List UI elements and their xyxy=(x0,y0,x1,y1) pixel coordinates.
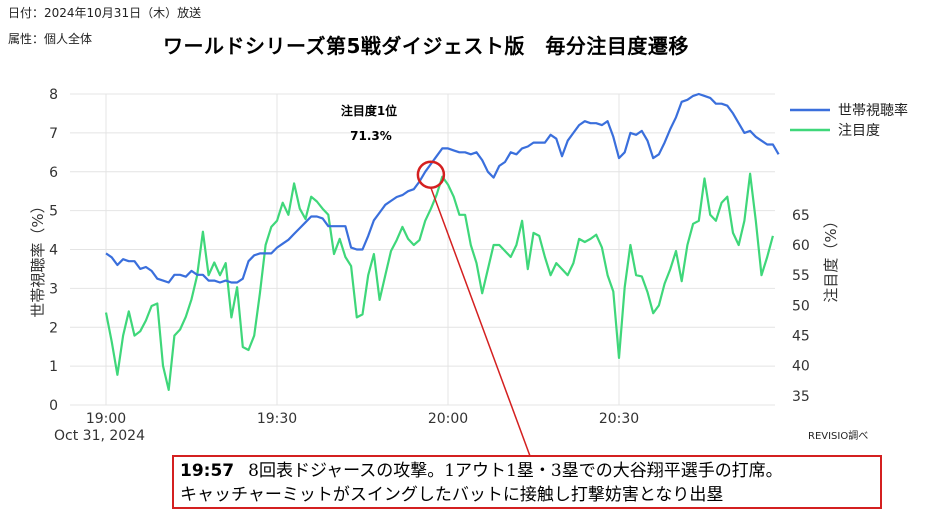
chart-grid xyxy=(70,93,775,406)
peak-description-text-1: 8回表ドジャースの攻撃。1アウト1塁・3塁での大谷翔平選手の打席。 xyxy=(248,461,783,481)
left-tick-7: 7 xyxy=(49,126,58,142)
broadcast-date: 日付：2024年10月31日（木）放送 xyxy=(8,6,202,20)
x-axis-date-label: Oct 31, 2024 xyxy=(54,428,145,444)
peak-rank-label: 注目度1位 xyxy=(341,103,397,118)
left-tick-5: 5 xyxy=(49,204,58,220)
right-tick-55: 55 xyxy=(792,268,810,284)
left-tick-3: 3 xyxy=(49,281,58,297)
data-source-note: REVISIO調べ xyxy=(808,431,869,442)
left-axis-ticks: 0 1 2 3 4 5 6 7 8 xyxy=(49,87,58,414)
right-tick-45: 45 xyxy=(792,329,810,345)
left-axis-title: 世帯視聴率（%） xyxy=(29,198,47,317)
left-tick-8: 8 xyxy=(49,87,58,103)
right-axis-title: 注目度（%） xyxy=(822,213,840,302)
right-tick-65: 65 xyxy=(792,208,810,224)
x-tick-2000: 20:00 xyxy=(428,411,468,427)
right-tick-35: 35 xyxy=(792,389,810,405)
chart-title: ワールドシリーズ第5戦ダイジェスト版 毎分注目度遷移 xyxy=(163,34,689,58)
x-tick-1930: 19:30 xyxy=(257,411,297,427)
peak-description-line-1: 19:57 8回表ドジャースの攻撃。1アウト1塁・3塁での大谷翔平選手の打席。 xyxy=(180,459,874,483)
right-axis-ticks: 35 40 45 50 55 60 65 xyxy=(792,208,810,405)
left-tick-4: 4 xyxy=(49,243,58,259)
series-line-attention xyxy=(104,172,774,391)
x-axis-ticks: 19:00 19:30 20:00 20:30 xyxy=(86,411,639,427)
chart-series xyxy=(104,92,780,391)
left-tick-1: 1 xyxy=(49,359,58,375)
peak-time: 19:57 xyxy=(180,461,235,481)
peak-connector-line xyxy=(430,187,531,457)
right-tick-50: 50 xyxy=(792,298,810,314)
right-tick-40: 40 xyxy=(792,359,810,375)
legend-label-0: 世帯視聴率 xyxy=(838,102,908,119)
legend-label-1: 注目度 xyxy=(838,123,880,139)
left-tick-0: 0 xyxy=(49,398,58,414)
peak-description-box: 19:57 8回表ドジャースの攻撃。1アウト1塁・3塁での大谷翔平選手の打席。 キ… xyxy=(172,455,882,509)
peak-annotation: 注目度1位 71.3% xyxy=(341,103,531,457)
left-tick-2: 2 xyxy=(49,320,58,336)
left-tick-6: 6 xyxy=(49,165,58,181)
peak-value-label: 71.3% xyxy=(350,129,392,143)
peak-description-line-2: キャッチャーミットがスイングしたバットに接触し打撃妨害となり出塁 xyxy=(180,485,724,505)
x-tick-2030: 20:30 xyxy=(599,411,639,427)
audience-attribute: 属性：個人全体 xyxy=(8,32,93,46)
right-tick-60: 60 xyxy=(792,238,810,254)
x-tick-1900: 19:00 xyxy=(86,411,126,427)
series-line-household-rating xyxy=(105,92,780,284)
